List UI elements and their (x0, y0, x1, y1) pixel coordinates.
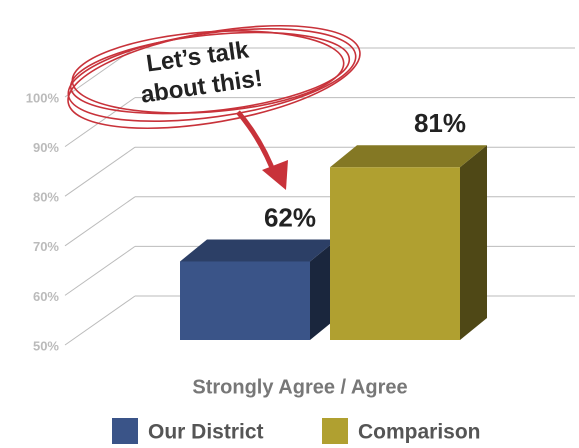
bar-top (180, 239, 337, 261)
legend-label: Our District (148, 421, 264, 444)
bar (180, 261, 310, 340)
grid-line (65, 246, 135, 295)
value-label: 62% (264, 202, 316, 232)
grid-line (65, 296, 135, 345)
y-tick-label: 60% (33, 289, 59, 304)
y-tick-label: 70% (33, 239, 59, 254)
bar-side (460, 145, 487, 340)
y-tick-label: 80% (33, 190, 59, 205)
chart: Strongly Agree / Agree 50% 60% 70% 80% 90% 10… (0, 0, 579, 448)
value-label: 81% (414, 108, 466, 138)
x-axis-label: Strongly Agree / Agree (192, 376, 407, 398)
y-tick-label: 100% (26, 90, 60, 105)
bar-top (330, 145, 487, 167)
y-tick-label: 50% (33, 338, 59, 353)
legend-swatch (322, 418, 348, 444)
legend-swatch (112, 418, 138, 444)
legend-label: Comparison (358, 421, 481, 444)
grid-line (65, 197, 135, 246)
annotation-arrowhead (262, 160, 288, 190)
y-tick-label: 90% (33, 140, 59, 155)
grid-line (65, 147, 135, 196)
bar (330, 167, 460, 340)
